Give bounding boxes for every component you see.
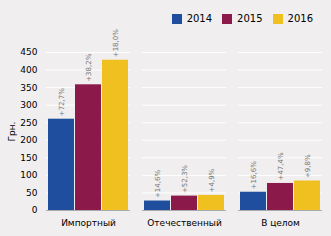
svg-text:150: 150 xyxy=(20,153,37,163)
svg-text:В целом: В целом xyxy=(261,218,300,228)
svg-text:+47,4%: +47,4% xyxy=(277,152,285,180)
svg-text:300: 300 xyxy=(20,100,37,110)
svg-text:200: 200 xyxy=(20,135,37,145)
svg-text:0: 0 xyxy=(32,205,38,215)
svg-text:Импортный: Импортный xyxy=(61,218,116,228)
svg-text:+4,9%: +4,9% xyxy=(208,168,216,192)
html-text:2016: 2016 xyxy=(287,13,313,24)
svg-text:400: 400 xyxy=(20,65,37,75)
svg-text:+14,6%: +14,6% xyxy=(154,170,162,198)
svg-text:+38,2%: +38,2% xyxy=(85,53,93,81)
svg-text:250: 250 xyxy=(20,118,37,128)
svg-text:+18,0%: +18,0% xyxy=(112,29,120,57)
svg-text:50: 50 xyxy=(26,188,38,198)
html-text:2015: 2015 xyxy=(237,13,263,24)
svg-text:+16,6%: +16,6% xyxy=(250,161,258,189)
svg-text:+9,8%: +9,8% xyxy=(304,154,312,178)
svg-text:+72,7%: +72,7% xyxy=(58,88,66,116)
svg-text:Грн.: Грн. xyxy=(7,122,17,142)
svg-text:+52,3%: +52,3% xyxy=(181,165,189,193)
svg-text:450: 450 xyxy=(20,47,37,57)
svg-text:350: 350 xyxy=(20,82,37,92)
svg-text:100: 100 xyxy=(20,170,37,180)
html-text:2014: 2014 xyxy=(186,13,213,24)
svg-text:Отечественный: Отечественный xyxy=(147,218,222,228)
